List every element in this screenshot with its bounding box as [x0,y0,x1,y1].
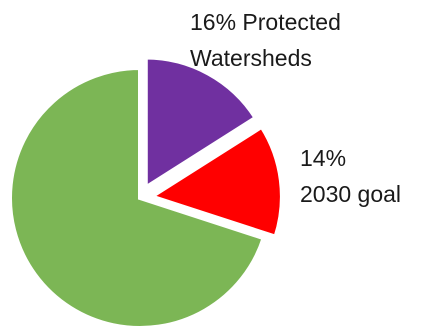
label-2030-line2: 2030 goal [300,181,401,207]
label-2030-line1: 14% [300,145,346,171]
label-protected-watersheds: 16% Protected Watersheds [190,9,347,71]
slice-2030-goal [147,124,284,240]
label-protected-line1: 16% Protected [190,9,341,35]
label-2030-goal: 14% 2030 goal [300,145,401,207]
slice-remaining [8,65,267,330]
label-protected-line2: Watersheds [190,45,312,71]
slice-protected-watersheds [143,55,259,192]
